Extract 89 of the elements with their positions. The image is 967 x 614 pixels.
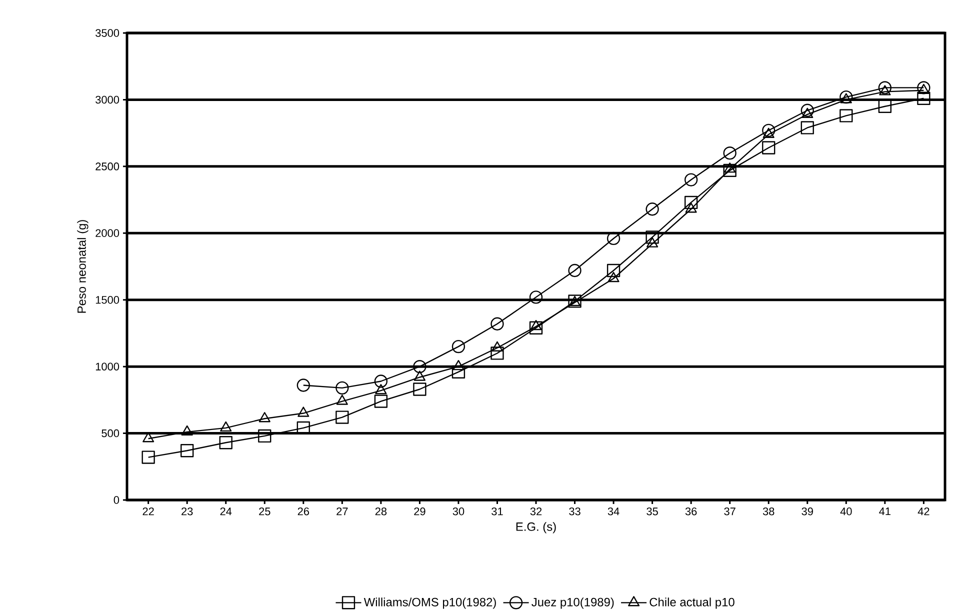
point (608, 272, 620, 282)
point (879, 85, 891, 96)
point (646, 237, 658, 248)
point (800, 121, 814, 134)
y-tick-label: 500 (102, 429, 120, 438)
y-tick-label: 1500 (96, 296, 120, 304)
point (490, 346, 504, 360)
point (491, 341, 504, 352)
y-tick-label: 1000 (96, 362, 120, 370)
point (529, 321, 543, 334)
point (762, 141, 776, 154)
point (840, 109, 853, 122)
point (800, 104, 814, 117)
point (181, 425, 193, 436)
legend-label: Williams/OMS p10(1982) (364, 598, 496, 609)
legend-label: Juez p10(1989) (532, 598, 614, 609)
point (375, 384, 387, 394)
point (529, 290, 543, 304)
point (220, 421, 232, 432)
point (490, 317, 504, 330)
x-tick-label: 32 (530, 508, 542, 516)
point (606, 264, 620, 278)
point (452, 340, 466, 354)
y-tick-label: 0 (114, 496, 120, 504)
y-tick-label: 3500 (96, 29, 120, 37)
x-tick-label: 29 (414, 508, 426, 516)
point (142, 450, 155, 464)
x-tick-label: 24 (220, 508, 232, 516)
point (685, 202, 697, 213)
point (374, 374, 388, 388)
point (840, 93, 852, 104)
point (219, 436, 232, 450)
x-tick-label: 35 (646, 508, 658, 516)
point (723, 146, 736, 160)
x-tick-label: 36 (685, 508, 697, 516)
x-tick-label: 42 (918, 508, 930, 516)
y-tick-label: 2000 (96, 229, 120, 238)
point (684, 196, 698, 210)
x-tick-label: 27 (336, 508, 348, 516)
point (723, 164, 736, 178)
x-tick-label: 41 (879, 508, 890, 516)
point (180, 444, 194, 458)
point (878, 81, 892, 94)
point (413, 360, 426, 374)
point (296, 378, 310, 392)
y-tick-label: 2500 (96, 162, 120, 170)
x-tick-label: 34 (608, 508, 620, 516)
point (918, 84, 930, 94)
point (336, 394, 348, 405)
point (414, 370, 426, 381)
point (762, 128, 774, 138)
point (258, 429, 272, 443)
point (374, 394, 388, 408)
x-tick-label: 23 (182, 508, 193, 516)
x-tick-label: 25 (259, 508, 270, 516)
point (724, 162, 736, 173)
point (684, 173, 698, 186)
point (336, 410, 349, 424)
point (413, 382, 426, 396)
point (336, 381, 349, 394)
x-tick-label: 33 (569, 508, 580, 516)
x-axis-title: E.G. (s) (516, 522, 556, 534)
point (298, 406, 310, 417)
y-axis-title: Peso neonatal (g) (77, 220, 88, 313)
point (917, 81, 930, 94)
x-tick-label: 22 (142, 508, 154, 516)
point (606, 232, 620, 246)
x-tick-label: 37 (724, 508, 736, 516)
point (762, 124, 776, 137)
point (530, 320, 542, 330)
point (917, 92, 930, 105)
point (258, 412, 270, 422)
point (452, 365, 466, 378)
x-tick-label: 38 (762, 508, 774, 516)
point (646, 202, 659, 216)
x-tick-label: 31 (492, 508, 503, 516)
point (878, 100, 892, 113)
x-tick-label: 40 (840, 508, 852, 516)
y-tick-label: 3000 (96, 96, 120, 104)
x-tick-label: 28 (375, 508, 387, 516)
x-tick-label: 26 (298, 508, 310, 516)
x-tick-label: 39 (802, 508, 813, 516)
point (802, 108, 814, 118)
point (568, 264, 582, 278)
point (840, 90, 853, 104)
x-tick-label: 30 (452, 508, 464, 516)
point (452, 360, 464, 370)
point (646, 230, 659, 244)
legend-label: Chile actual p10 (650, 598, 734, 609)
